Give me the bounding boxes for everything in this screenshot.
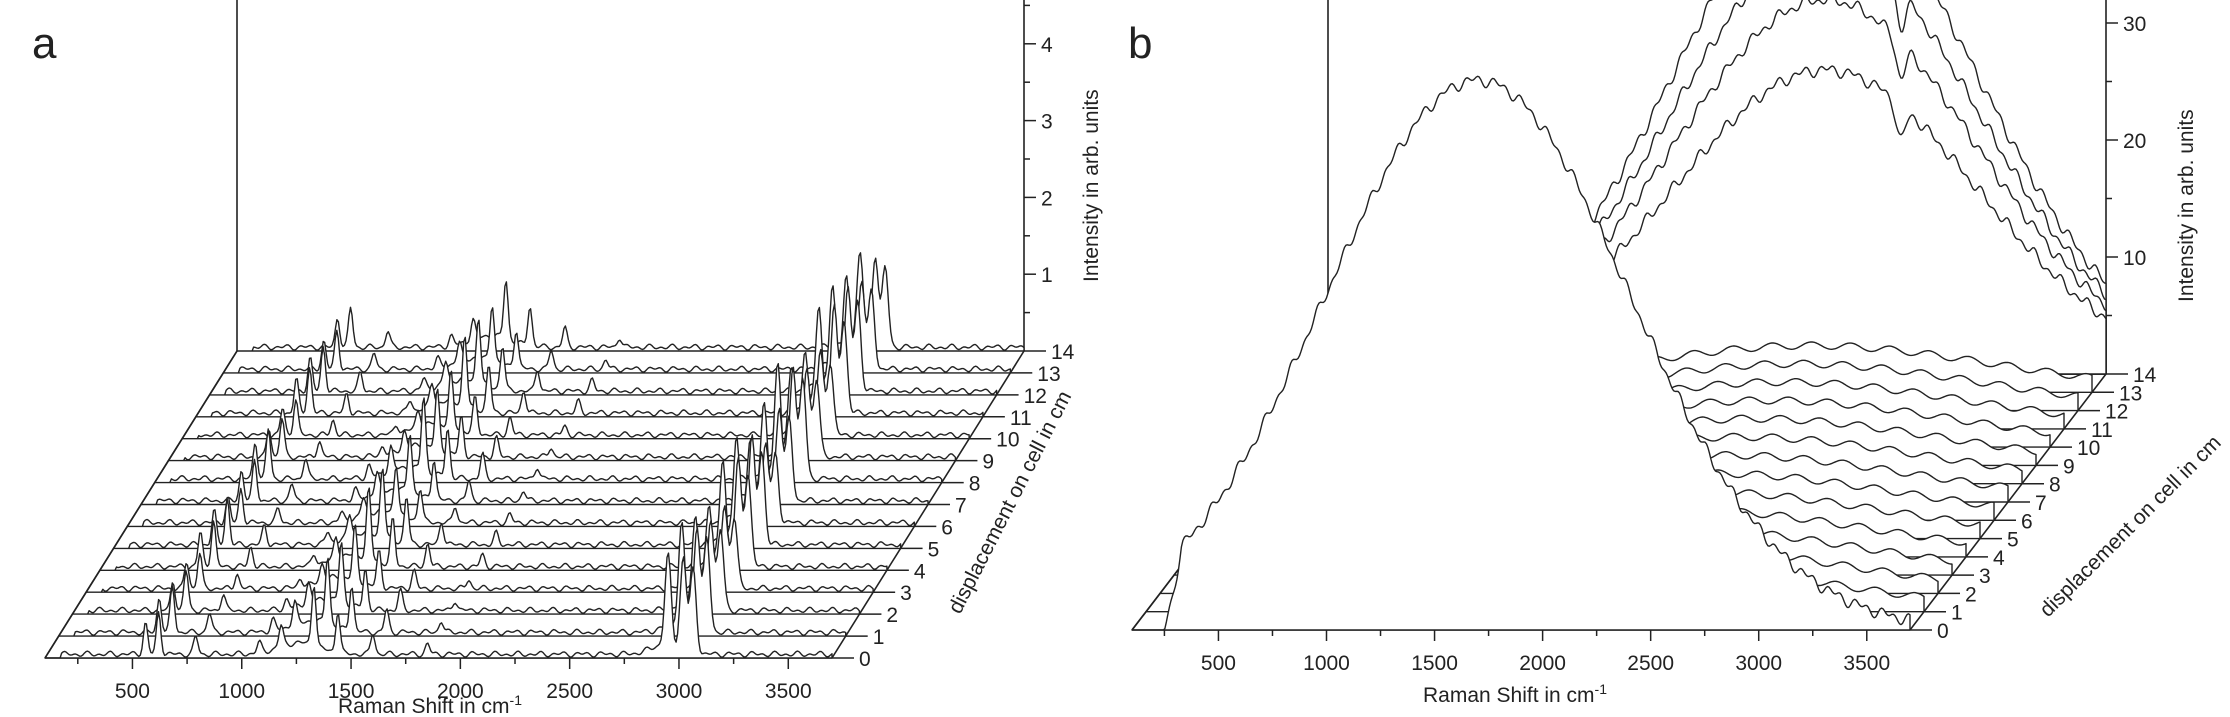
y-tick-label-14: 14 xyxy=(2133,364,2157,387)
z-tick-label-3: 3 xyxy=(1041,111,1053,134)
panel-b-x-axis-label: Raman Shift in cm-1 xyxy=(1423,681,1607,707)
y-tick-label-12: 12 xyxy=(1024,385,1047,408)
z-tick-label-10: 10 xyxy=(2123,247,2146,270)
y-tick-label-13: 13 xyxy=(2119,382,2142,405)
y-tick-label-8: 8 xyxy=(969,473,981,496)
y-tick-label-9: 9 xyxy=(2063,455,2075,478)
z-tick-label-2: 2 xyxy=(1041,187,1053,210)
y-tick-label-7: 7 xyxy=(2035,492,2047,515)
x-tick-label-3000: 3000 xyxy=(1735,652,1782,675)
panel-b-x-ticks: 500 1000 1500 2000 2500 3000 3500 xyxy=(1163,630,1890,675)
spectrum-14 xyxy=(236,252,1025,352)
x-tick-label-1500: 1500 xyxy=(1411,652,1458,675)
spectrum-10 xyxy=(181,348,970,440)
y-tick-label-2: 2 xyxy=(1965,583,1977,606)
x-tick-label-500: 500 xyxy=(1201,652,1236,675)
y-tick-label-9: 9 xyxy=(982,451,994,474)
y-tick-label-11: 11 xyxy=(2091,419,2113,442)
x-tick-label-2500: 2500 xyxy=(1627,652,1674,675)
y-tick-label-8: 8 xyxy=(2049,474,2061,497)
y-tick-label-2: 2 xyxy=(886,604,898,627)
y-tick-label-0: 0 xyxy=(859,648,871,671)
x-tick-label-3500: 3500 xyxy=(1843,652,1890,675)
x-tick-label-3000: 3000 xyxy=(656,680,703,703)
z-tick-label-4: 4 xyxy=(1041,34,1053,57)
spectrum-0 xyxy=(1131,75,1911,631)
panel-a-x-ticks: 500 1000 1500 2000 2500 3000 3500 xyxy=(77,658,812,703)
panel-b-spectra xyxy=(1131,0,2107,631)
y-tick-label-6: 6 xyxy=(941,516,953,539)
z-tick-label-20: 20 xyxy=(2123,130,2146,153)
panel-a-z-axis-label: Intensity in arb. units xyxy=(1080,89,1103,282)
panel-b-z-ticks: 1020304050 xyxy=(2106,13,2146,317)
x-tick-label-2000: 2000 xyxy=(1519,652,1566,675)
spectrum-0 xyxy=(44,552,833,659)
spectrum-8 xyxy=(154,363,943,484)
y-tick-label-4: 4 xyxy=(1993,547,2005,570)
y-tick-label-14: 14 xyxy=(1051,341,1075,364)
spectrum-11 xyxy=(195,303,984,418)
x-tick-label-2500: 2500 xyxy=(546,680,593,703)
spectrum-4 xyxy=(99,456,888,571)
panel-b: b 500 1000 1500 2000 2500 3000 3500 0123456789… xyxy=(1128,0,2226,707)
z-tick-label-1: 1 xyxy=(1041,264,1053,287)
panel-a-spectra xyxy=(44,252,1025,659)
spectrum-6 xyxy=(126,438,915,528)
x-tick-label-3500: 3500 xyxy=(765,680,812,703)
panel-a-label: a xyxy=(32,19,57,68)
y-tick-label-5: 5 xyxy=(928,538,940,561)
y-tick-label-12: 12 xyxy=(2105,401,2128,424)
panel-b-z-axis-label: Intensity in arb. units xyxy=(2175,109,2198,302)
y-tick-label-10: 10 xyxy=(996,429,1019,452)
x-tick-label-1000: 1000 xyxy=(218,680,265,703)
y-tick-label-6: 6 xyxy=(2021,510,2033,533)
y-tick-label-7: 7 xyxy=(955,495,967,518)
y-tick-label-13: 13 xyxy=(1037,363,1060,386)
y-tick-label-3: 3 xyxy=(900,582,912,605)
spectrum-3 xyxy=(85,505,874,593)
x-tick-label-1500: 1500 xyxy=(328,680,375,703)
y-tick-label-1: 1 xyxy=(1951,602,1963,625)
y-tick-label-10: 10 xyxy=(2077,437,2100,460)
x-tick-label-1000: 1000 xyxy=(1303,652,1350,675)
y-tick-label-0: 0 xyxy=(1937,620,1949,643)
y-tick-label-5: 5 xyxy=(2007,529,2019,552)
y-tick-label-1: 1 xyxy=(873,626,885,649)
x-tick-label-500: 500 xyxy=(115,680,150,703)
spectrum-1 xyxy=(58,522,847,637)
spectrum-2 xyxy=(71,516,861,615)
x-tick-label-2000: 2000 xyxy=(437,680,484,703)
panel-b-label: b xyxy=(1128,19,1152,68)
spectrum-5 xyxy=(112,434,902,550)
spectrum-9 xyxy=(167,367,957,462)
y-tick-label-11: 11 xyxy=(1010,407,1032,430)
panel-a: a 500 1000 1500 2000 2500 3000 3500 0123456789… xyxy=(32,0,1103,717)
spectrum-13 xyxy=(222,275,1011,374)
y-tick-label-3: 3 xyxy=(1979,565,1991,588)
spectrum-7 xyxy=(140,402,929,506)
spectrum-12 xyxy=(208,285,998,396)
z-tick-label-30: 30 xyxy=(2123,13,2146,36)
y-tick-label-4: 4 xyxy=(914,560,926,583)
panel-a-x-axis-label: Raman Shift in cm-1 xyxy=(338,692,522,717)
